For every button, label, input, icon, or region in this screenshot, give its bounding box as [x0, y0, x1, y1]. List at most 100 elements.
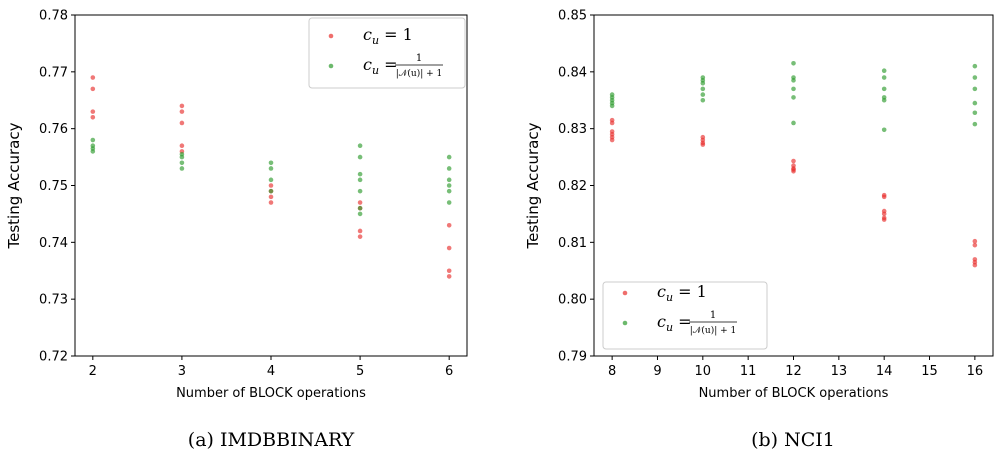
data-point — [179, 103, 185, 109]
x-tick-label: 15 — [921, 364, 938, 379]
subfigure-caption: (b) NCI1 — [751, 429, 835, 451]
data-point — [90, 115, 96, 120]
x-axis-label: Number of BLOCK operations — [176, 386, 366, 401]
data-point — [357, 171, 363, 177]
data-point — [700, 92, 706, 97]
data-point — [700, 97, 706, 103]
legend-label: cu = — [657, 312, 692, 334]
x-tick-label: 9 — [653, 364, 661, 379]
legend-box — [308, 17, 466, 89]
x-tick-label: 8 — [608, 364, 616, 379]
data-point — [357, 177, 363, 183]
data-point — [179, 120, 185, 126]
legend-fraction-numerator: 1 — [416, 53, 422, 64]
data-point — [268, 160, 274, 166]
legend-fraction-numerator: 1 — [710, 310, 716, 321]
data-point — [268, 194, 274, 200]
data-point — [446, 188, 452, 194]
legend-fraction-denominator: |𝒩(u)| + 1 — [396, 68, 443, 79]
data-point — [609, 137, 615, 143]
data-point — [179, 109, 185, 114]
x-tick-label: 13 — [831, 364, 848, 379]
data-point — [881, 97, 887, 103]
legend: cu = 1 cu = 1 |𝒩(u)| + 1 — [308, 17, 466, 89]
y-tick-label: 0.77 — [39, 65, 68, 80]
y-tick-label: 0.82 — [558, 179, 587, 194]
y-tick-label: 0.83 — [558, 122, 587, 137]
series-cu-one — [90, 75, 452, 279]
data-point — [357, 205, 363, 211]
data-point — [881, 211, 887, 217]
data-point — [90, 137, 96, 143]
series-cu-inverse-degree — [609, 61, 978, 133]
data-point — [90, 149, 96, 154]
x-tick-label: 10 — [695, 364, 712, 379]
data-point — [881, 86, 887, 92]
x-tick-label: 11 — [740, 364, 757, 379]
data-point — [90, 86, 96, 92]
y-axis-label: Testing Accuracy — [5, 122, 23, 249]
x-tick-label: 6 — [445, 364, 453, 379]
y-tick-label: 0.74 — [39, 236, 68, 251]
data-point — [881, 68, 887, 73]
y-tick-label: 0.79 — [558, 350, 587, 365]
series-cu-one — [609, 117, 978, 268]
legend-entry-cu-inverse-degree: cu = 1 |𝒩(u)| + 1 — [328, 53, 443, 79]
data-point — [357, 188, 363, 194]
data-point — [791, 61, 796, 66]
data-point — [881, 127, 887, 133]
y-tick-label: 0.78 — [39, 9, 68, 24]
series-cu-inverse-degree — [90, 137, 452, 217]
data-point — [972, 63, 978, 69]
data-point — [972, 110, 978, 116]
data-point — [972, 238, 978, 244]
y-tick-label: 0.76 — [39, 122, 68, 137]
data-point — [791, 95, 796, 100]
data-point — [881, 194, 887, 200]
subfigure-caption: (a) IMDBBINARY — [188, 429, 355, 451]
data-point — [972, 242, 978, 248]
x-tick-label: 5 — [356, 364, 364, 379]
data-point — [446, 245, 452, 251]
data-point — [446, 177, 452, 183]
data-point — [791, 120, 796, 126]
data-point — [791, 78, 796, 83]
data-point — [972, 75, 978, 80]
data-point — [791, 168, 796, 174]
y-tick-label: 0.72 — [39, 350, 68, 365]
x-tick-label: 4 — [267, 364, 275, 379]
data-point — [881, 75, 887, 80]
legend-label: cu = 1 — [363, 25, 413, 47]
data-point — [179, 143, 185, 149]
y-tick-label: 0.85 — [558, 9, 587, 24]
chart-b: 8 9 10 11 12 13 14 15 16 0.79 0.80 0.81 0.82 0.83 0.84… — [524, 9, 994, 451]
y-tick-label: 0.75 — [39, 179, 68, 194]
data-point — [446, 183, 452, 188]
x-tick-label: 14 — [876, 364, 893, 379]
data-point — [609, 103, 615, 109]
data-point — [179, 154, 185, 160]
data-point — [700, 80, 706, 86]
data-point — [357, 154, 363, 160]
legend-label: cu = — [363, 55, 398, 77]
data-point — [609, 120, 615, 126]
legend-box — [602, 281, 768, 350]
legend-fraction-denominator: |𝒩(u)| + 1 — [690, 325, 737, 336]
data-point — [268, 188, 274, 194]
data-point — [446, 222, 452, 228]
data-point — [446, 274, 452, 279]
data-point — [791, 86, 796, 92]
chart-a: 2 3 4 5 6 0.72 0.73 0.74 0.75 0.76 0.77 0.78 Number … — [5, 9, 468, 451]
data-point — [268, 166, 274, 171]
data-point — [268, 200, 274, 205]
data-point — [357, 211, 363, 217]
y-tick-label: 0.73 — [39, 293, 68, 308]
data-point — [791, 158, 796, 164]
data-point — [446, 200, 452, 205]
data-point — [268, 183, 274, 188]
legend-marker — [328, 63, 334, 69]
y-tick-label: 0.84 — [558, 65, 587, 80]
x-tick-label: 3 — [178, 364, 186, 379]
data-point — [972, 262, 978, 268]
x-axis-label: Number of BLOCK operations — [699, 386, 889, 401]
